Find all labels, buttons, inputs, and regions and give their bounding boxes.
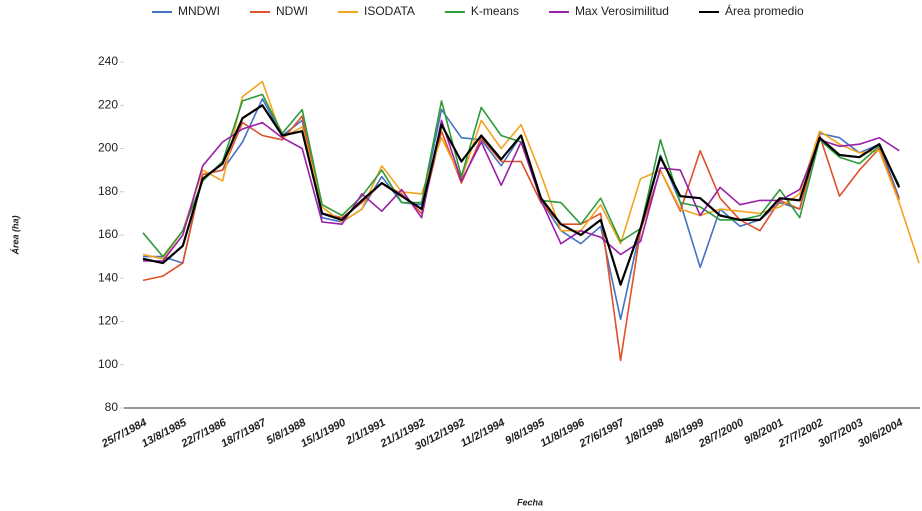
x-tick-label: 25/7/1984 [99, 417, 149, 451]
legend-label: Max Verosimilitud [575, 4, 669, 18]
y-tick-label: 140 [98, 270, 118, 284]
y-tick-label: 240 [98, 54, 118, 68]
x-tick-label: 27/7/2002 [776, 417, 826, 451]
legend-label: Área promedio [725, 3, 804, 18]
x-axis-title: Fecha [517, 497, 543, 507]
y-tick-label: 180 [98, 184, 118, 198]
series-line [143, 119, 900, 262]
y-axis-title: Área (ha) [10, 215, 20, 255]
legend-label: ISODATA [364, 4, 415, 18]
x-tick-label: 30/6/2004 [856, 417, 905, 451]
x-tick-label: 15/1/1990 [299, 416, 349, 450]
y-tick-label: 120 [98, 314, 118, 328]
series-line [142, 115, 900, 362]
x-tick-label: 27/6/1997 [577, 416, 628, 450]
x-tick-label: 30/7/2003 [816, 417, 865, 451]
y-tick-label: 80 [105, 400, 119, 414]
series-line [142, 104, 901, 286]
y-tick-label: 100 [98, 357, 118, 371]
y-tick-label: 160 [98, 227, 118, 241]
legend-label: K-means [471, 4, 519, 18]
legend-label: MNDWI [178, 4, 220, 18]
x-tick-label: 28/7/2000 [696, 416, 747, 450]
x-tick-label: 1/8/1998 [623, 416, 667, 447]
x-tick-label: 18/7/1987 [219, 416, 269, 450]
y-tick-label: 200 [98, 141, 118, 155]
x-tick-label: 11/2/1994 [459, 417, 507, 450]
legend-label: NDWI [276, 4, 308, 18]
series-line [142, 93, 900, 258]
y-tick-label: 220 [98, 97, 118, 111]
